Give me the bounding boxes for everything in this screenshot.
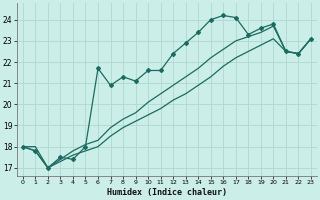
X-axis label: Humidex (Indice chaleur): Humidex (Indice chaleur) xyxy=(107,188,227,197)
